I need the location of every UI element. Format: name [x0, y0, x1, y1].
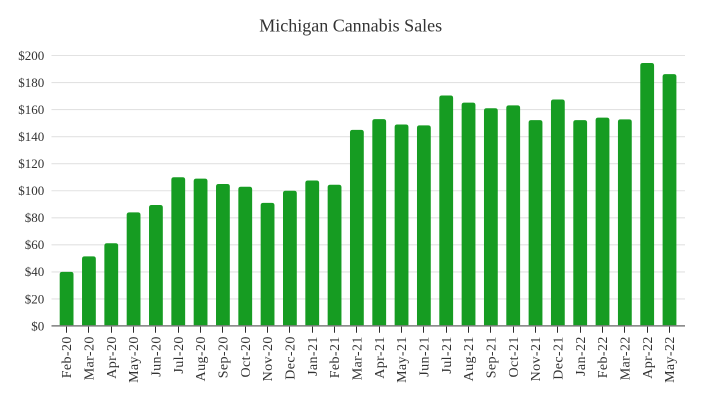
svg-text:Dec-21: Dec-21 — [551, 336, 566, 380]
svg-text:May-20: May-20 — [127, 336, 142, 383]
svg-text:Jan-22: Jan-22 — [574, 336, 589, 376]
svg-text:Mar-20: Mar-20 — [83, 336, 98, 380]
svg-text:Apr-22: Apr-22 — [641, 336, 656, 379]
svg-text:Michigan Cannabis Sales: Michigan Cannabis Sales — [259, 15, 442, 35]
svg-text:Aug-21: Aug-21 — [462, 336, 477, 381]
svg-text:Sep-20: Sep-20 — [217, 336, 232, 378]
svg-text:$160: $160 — [18, 102, 44, 117]
svg-text:Nov-21: Nov-21 — [529, 336, 544, 381]
svg-text:Nov-20: Nov-20 — [261, 336, 276, 381]
svg-text:May-22: May-22 — [663, 336, 678, 383]
svg-text:Jan-21: Jan-21 — [306, 336, 321, 376]
svg-text:Apr-20: Apr-20 — [105, 336, 120, 379]
svg-text:Jul-21: Jul-21 — [440, 336, 455, 373]
svg-text:Jun-21: Jun-21 — [417, 336, 432, 377]
svg-text:$60: $60 — [25, 237, 45, 252]
svg-text:Feb-22: Feb-22 — [596, 336, 611, 378]
svg-text:May-21: May-21 — [395, 336, 410, 383]
svg-text:$80: $80 — [25, 210, 45, 225]
svg-text:$200: $200 — [18, 48, 44, 63]
svg-text:Apr-21: Apr-21 — [373, 336, 388, 379]
svg-text:$100: $100 — [18, 183, 44, 198]
svg-text:Sep-21: Sep-21 — [484, 336, 499, 378]
svg-text:Feb-21: Feb-21 — [328, 336, 343, 378]
svg-text:Oct-21: Oct-21 — [507, 336, 522, 377]
svg-text:Aug-20: Aug-20 — [194, 336, 209, 381]
svg-text:$20: $20 — [25, 291, 45, 306]
svg-text:$180: $180 — [18, 75, 44, 90]
svg-text:Jun-20: Jun-20 — [150, 336, 165, 377]
svg-text:$120: $120 — [18, 156, 44, 171]
svg-text:Jul-20: Jul-20 — [172, 336, 187, 373]
svg-text:Dec-20: Dec-20 — [284, 336, 299, 380]
svg-text:$0: $0 — [31, 318, 44, 333]
svg-text:Mar-22: Mar-22 — [618, 336, 633, 380]
svg-text:Feb-20: Feb-20 — [60, 336, 75, 378]
svg-text:$140: $140 — [18, 129, 44, 144]
svg-text:$40: $40 — [25, 264, 45, 279]
svg-text:Mar-21: Mar-21 — [350, 336, 365, 380]
svg-text:Oct-20: Oct-20 — [239, 336, 254, 377]
